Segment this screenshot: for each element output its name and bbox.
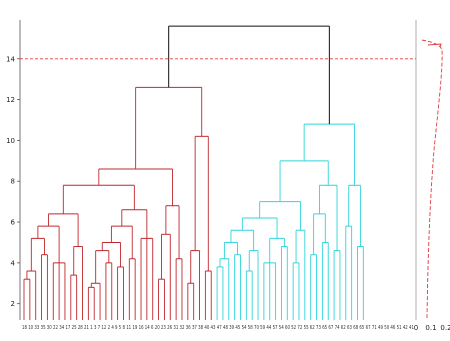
side-ticks: 0 0.1 0.2 (414, 324, 450, 332)
y-ticks: 2 4 6 8 10 12 14 (6, 55, 20, 308)
y-tick-label: 14 (6, 55, 15, 63)
y-tick-label: 12 (6, 96, 15, 104)
side-tick-label: 0 (414, 324, 418, 332)
y-tick-label: 4 (11, 259, 16, 267)
side-curve (421, 39, 443, 319)
y-tick-label: 6 (11, 219, 16, 227)
dendrogram-links (23, 25, 364, 320)
side-marker (427, 43, 442, 48)
y-tick-label: 2 (11, 300, 15, 308)
leaf-labels: 18 10 33 35 30 22 34 17 25 28 21 1 3 7 1… (22, 325, 414, 331)
y-tick-label: 8 (11, 178, 15, 186)
y-tick-label: 10 (6, 137, 15, 145)
side-tick-label: 0.1 (425, 324, 436, 332)
side-tick-label: 0.2 (440, 324, 450, 332)
